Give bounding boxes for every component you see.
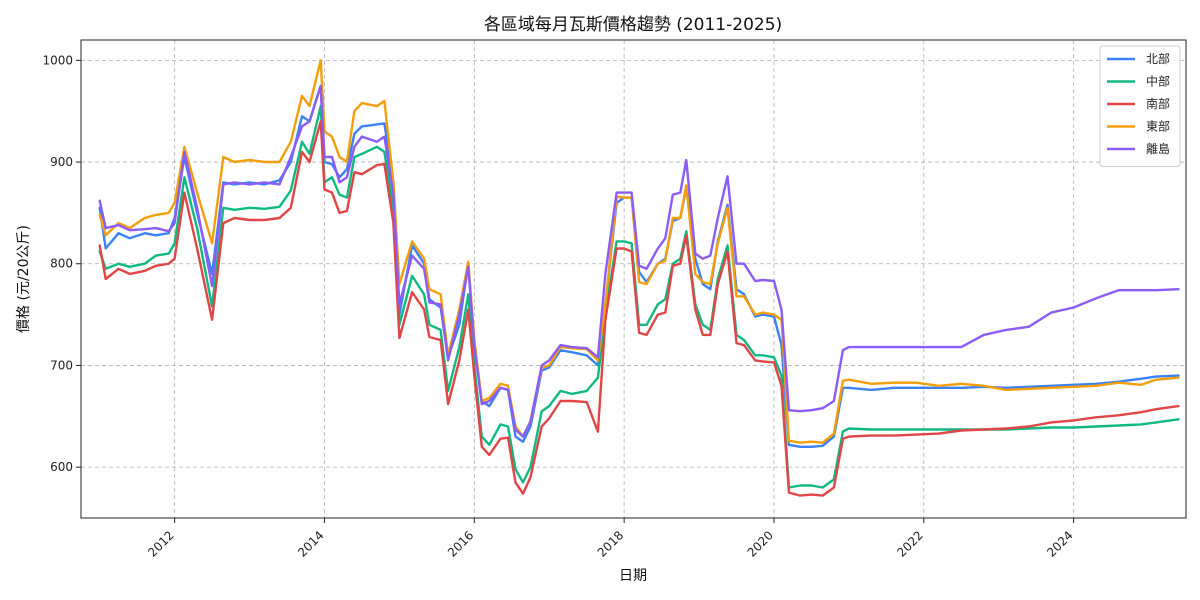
y-axis: 600 700 800 900 1000 <box>42 53 81 474</box>
x-tick-label: 2016 <box>445 528 476 559</box>
legend-label: 北部 <box>1146 51 1170 66</box>
legend-label: 東部 <box>1146 119 1170 134</box>
y-tick-label: 700 <box>50 358 73 372</box>
x-tick-label: 2022 <box>894 528 925 559</box>
y-tick-label: 800 <box>50 257 73 271</box>
y-tick-label: 600 <box>50 460 73 474</box>
y-axis-label: 價格 (元/20公斤) <box>15 225 32 333</box>
y-tick-label: 1000 <box>42 53 73 67</box>
series-line-南部 <box>98 120 1180 497</box>
x-tick-label: 2012 <box>145 528 176 559</box>
chart-title: 各區域每月瓦斯價格趨勢 (2011-2025) <box>484 15 782 35</box>
x-tick-label: 2020 <box>745 528 776 559</box>
x-tick-label: 2014 <box>295 528 326 559</box>
x-tick-label: 2018 <box>595 528 626 559</box>
series-layer <box>98 59 1180 497</box>
series-line-中部 <box>98 104 1180 489</box>
grid <box>81 40 1186 518</box>
x-axis: 2012 2014 2016 2018 2020 2022 2024 <box>145 518 1076 560</box>
legend-label: 南部 <box>1146 96 1170 111</box>
series-line-東部 <box>98 59 1180 444</box>
x-axis-label: 日期 <box>619 568 647 584</box>
legend-box <box>1099 45 1181 167</box>
legend-label: 中部 <box>1146 74 1170 89</box>
legend-label: 離島 <box>1146 141 1170 156</box>
y-tick-label: 900 <box>50 155 73 169</box>
series-line-離島 <box>98 84 1180 438</box>
plot-frame <box>80 39 1187 519</box>
x-tick-label: 2024 <box>1044 528 1075 559</box>
